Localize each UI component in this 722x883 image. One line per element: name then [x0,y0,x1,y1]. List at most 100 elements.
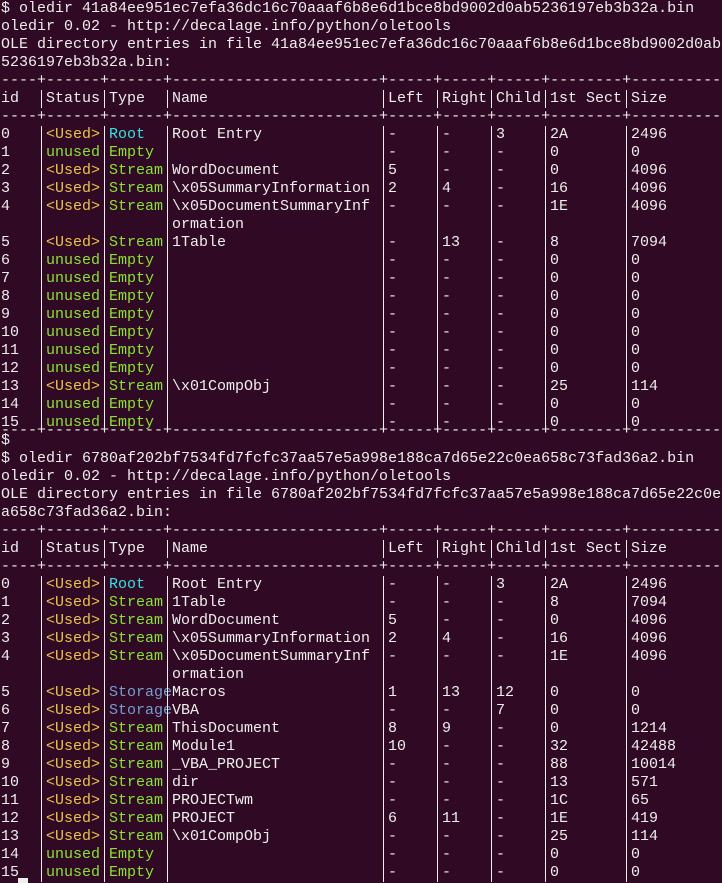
table-row: 9 unused Empty - - - 0 0 [1,306,722,324]
cell-child: - [496,648,506,665]
column-separator [622,630,631,648]
cell-size: 65 [631,792,650,809]
cell-id: 11 [1,792,20,809]
column-separator [100,720,109,738]
column-separator [100,414,109,432]
table-row: 11 unused Empty - - - 0 0 [1,342,722,360]
cell-size: 7094 [631,234,668,251]
column-separator [379,306,388,324]
column-separator [433,576,442,594]
cell-right: - [442,414,452,431]
column-separator [37,414,46,432]
column-separator [100,360,109,378]
column-separator [433,702,442,720]
column-separator [433,234,442,252]
column-separator [541,792,550,810]
cell-child: - [496,144,506,161]
column-separator [37,576,46,594]
column-separator [37,360,46,378]
column-separator [100,792,109,810]
column-separator [541,306,550,324]
column-separator [379,324,388,342]
cell-status: <Used> [46,702,101,719]
column-separator [622,576,631,594]
column-separator [379,702,388,720]
cell-sect: 0 [550,306,560,323]
cell-id: 5 [1,684,11,701]
cell-status: unused [46,252,101,269]
output-line: $ oledir 6780af202bf7534fd7fcfc37aa57e5a… [1,450,695,467]
column-separator [622,234,631,252]
column-separator [163,828,172,846]
column-separator [433,738,442,756]
cell-name: \x01CompObj [172,378,272,395]
column-separator [433,774,442,792]
cell-left: - [388,396,398,413]
cell-name [172,252,379,270]
cell-sect: 88 [550,756,569,773]
cell-child: - [496,630,506,647]
cell-size: 0 [631,702,641,719]
column-separator [163,540,172,558]
prompt-line: $ [1,432,11,449]
column-separator [541,378,550,396]
column-separator [163,162,172,180]
cell-name [172,306,379,324]
column-separator [487,216,496,234]
cell-child [496,216,541,234]
cell-sect: 1E [550,198,569,215]
table-header: id Status Type Name Left Right Child 1st Sect Si… [1,90,722,108]
cell-type: Empty [109,252,155,269]
table-row: 12 unused Empty - - - 0 0 [1,360,722,378]
column-separator [37,666,46,684]
cell-child: - [496,774,506,791]
cell-left: 2 [388,180,398,197]
column-separator [100,594,109,612]
cursor [18,878,28,883]
column-separator [541,630,550,648]
cell-name: 1Table [172,594,227,611]
cell-child: - [496,612,506,629]
cell-id: 15 [1,864,20,881]
column-separator [622,306,631,324]
cell-id: 12 [1,810,20,827]
cell-type: Stream [109,180,164,197]
cell-status: Status [46,540,101,557]
cell-left: - [388,576,398,593]
cell-status: unused [46,846,101,863]
column-separator [37,252,46,270]
column-separator [100,234,109,252]
cell-child: - [496,360,506,377]
cell-size: 0 [631,144,641,161]
column-separator [622,846,631,864]
column-separator [100,648,109,666]
column-separator [433,846,442,864]
column-separator [37,702,46,720]
cell-sect: 1E [550,648,569,665]
column-separator [379,198,388,216]
cell-id: 3 [1,180,11,197]
column-separator [622,324,631,342]
column-separator [100,162,109,180]
cell-size: 4096 [631,630,668,647]
cell-sect: 8 [550,234,560,251]
cell-sect: 0 [550,684,560,701]
cell-size: 114 [631,828,659,845]
cell-type: Root [109,126,146,143]
cell-size: 0 [631,396,641,413]
cell-sect: 0 [550,414,560,431]
output-line: OLE directory entries in file 41a84ee951… [1,36,722,53]
cell-name [172,270,379,288]
column-separator [541,720,550,738]
cell-size: 0 [631,684,641,701]
cell-name: \x05DocumentSummaryInf [172,198,371,215]
column-separator [37,216,46,234]
cell-left: - [388,324,398,341]
column-separator [100,198,109,216]
cell-type: Empty [109,306,155,323]
cell-size: 0 [631,864,641,881]
cell-left: Left [388,90,425,107]
cell-left: - [388,846,398,863]
table-row: 7 <Used> Stream ThisDocument 8 9 - 0 1214 [1,720,722,738]
column-separator [37,162,46,180]
